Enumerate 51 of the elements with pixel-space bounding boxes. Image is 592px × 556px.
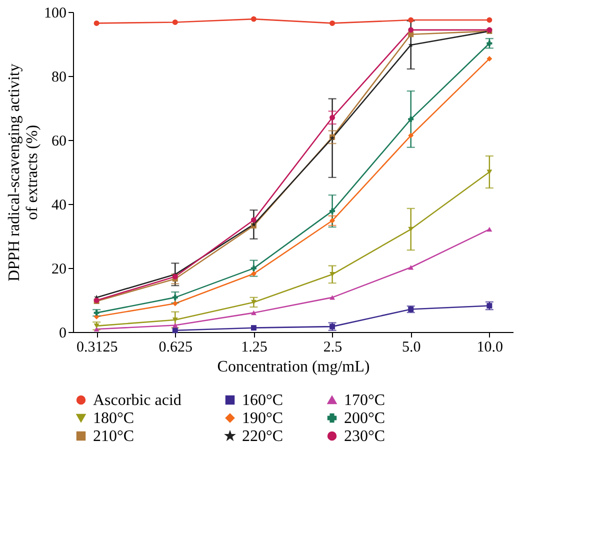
point	[408, 116, 414, 122]
legend-label: 160°C	[242, 392, 284, 409]
point	[250, 16, 256, 22]
point	[250, 310, 256, 316]
y-tick-label: 100	[44, 6, 66, 22]
point	[330, 114, 336, 120]
point	[172, 274, 178, 280]
point	[408, 264, 414, 270]
x-tick-label: 10.0	[476, 340, 504, 356]
legend-label: 220°C	[242, 428, 284, 445]
legend-label: 190°C	[242, 410, 284, 427]
x-tick-label: 2.5	[323, 340, 342, 356]
point	[486, 17, 492, 23]
point	[172, 300, 178, 306]
point	[408, 27, 414, 33]
legend-label: 180°C	[93, 410, 134, 427]
legend-label: 200°C	[344, 410, 386, 427]
y-tick-label: 20	[52, 262, 66, 278]
x-tick-label: 5.0	[402, 340, 421, 356]
legend-label: 210°C	[93, 428, 134, 445]
point	[250, 271, 256, 276]
x-tick-label: 1.25	[241, 340, 268, 356]
point	[250, 217, 256, 223]
y-axis-title: DPPH radical-scavenging activity of extracts (%)	[6, 64, 41, 282]
point	[330, 295, 336, 300]
x-axis-title: Concentration (mg/mL)	[217, 358, 370, 376]
y-tick-label: 80	[52, 70, 66, 86]
point	[250, 266, 256, 272]
legend-label: Ascorbic acid	[93, 392, 182, 409]
point	[486, 226, 492, 232]
point	[330, 208, 336, 214]
point	[172, 328, 178, 334]
point	[250, 325, 256, 331]
point	[408, 132, 414, 138]
point	[172, 20, 178, 25]
point	[330, 272, 336, 277]
point	[172, 294, 178, 300]
point	[330, 218, 336, 224]
legend-label: 170°C	[344, 392, 386, 409]
point	[172, 322, 178, 328]
point	[486, 56, 492, 62]
point	[330, 20, 336, 26]
x-tick-label: 0.625	[158, 340, 193, 356]
point	[94, 20, 100, 26]
point	[408, 17, 414, 23]
y-tick-label: 0	[59, 326, 66, 342]
x-tick-label: 0.3125	[76, 340, 118, 356]
legend-label: 230°C	[344, 428, 386, 445]
point	[172, 317, 178, 322]
y-tick-label: 40	[52, 198, 66, 214]
y-tick-label: 60	[52, 134, 66, 150]
